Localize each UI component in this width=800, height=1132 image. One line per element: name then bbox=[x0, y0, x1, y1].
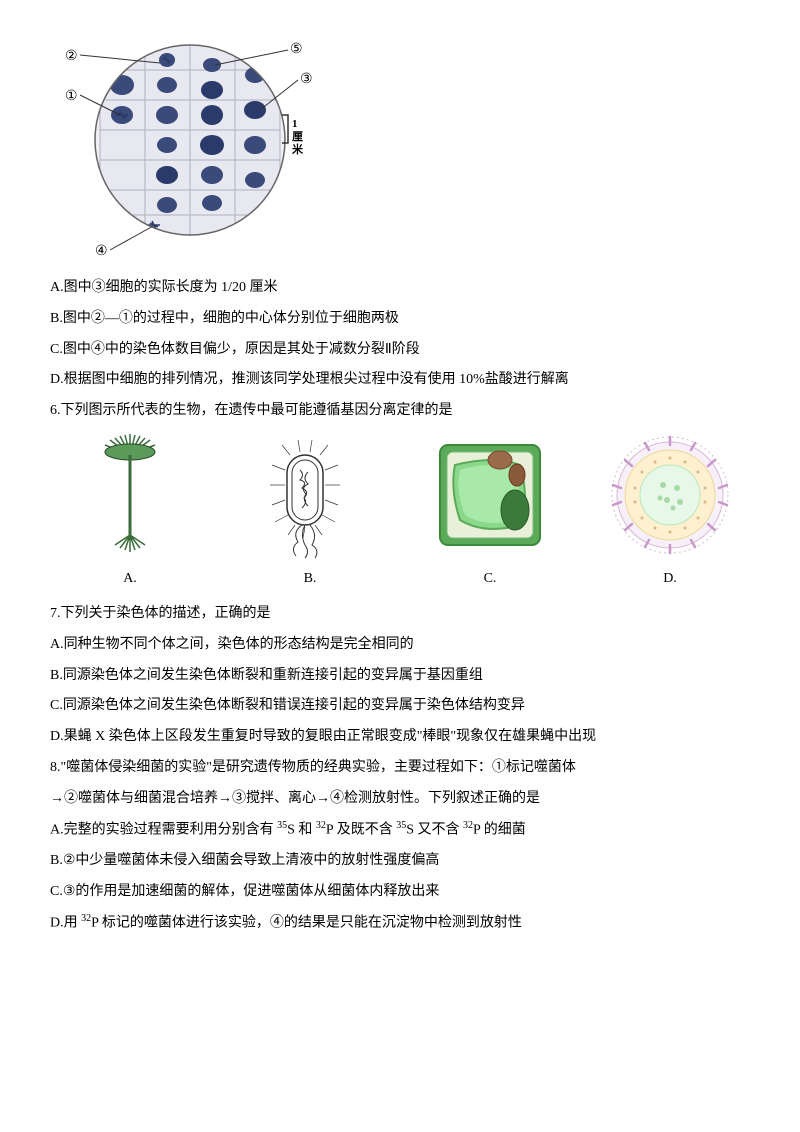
label-1: ① bbox=[65, 89, 78, 104]
sup-32-3: 32 bbox=[81, 913, 91, 924]
q8-text2: →②噬菌体与细菌混合培养→③搅拌、离心→④检测放射性。下列叙述正确的是 bbox=[50, 784, 750, 815]
sup-35-2: 35 bbox=[396, 820, 406, 831]
label-3: ③ bbox=[300, 72, 313, 87]
organism-d-svg bbox=[605, 430, 735, 560]
q8-option-d: D.用 32P 标记的噬菌体进行该实验，④的结果是只能在沉淀物中检测到放射性 bbox=[50, 908, 750, 939]
microscope-svg: ② ① ⑤ ③ ④ 1 厘 米 bbox=[50, 15, 330, 265]
q7-option-c: C.同源染色体之间发生染色体断裂和错误连接引起的变异属于染色体结构变异 bbox=[50, 691, 750, 722]
q8-option-b: B.②中少量噬菌体未侵入细菌会导致上清液中的放射性强度偏高 bbox=[50, 846, 750, 877]
sup-35-1: 35 bbox=[277, 820, 287, 831]
organism-b-label: B. bbox=[304, 564, 317, 595]
q8a-mid2: P 及既不含 bbox=[326, 822, 396, 837]
q5-option-a: A.图中③细胞的实际长度为 1/20 厘米 bbox=[50, 273, 750, 304]
q8d-pre: D.用 bbox=[50, 915, 81, 930]
q5-option-d: D.根据图中细胞的排列情况，推测该同学处理根尖过程中没有使用 10%盐酸进行解离 bbox=[50, 365, 750, 396]
organism-d-label: D. bbox=[663, 564, 677, 595]
q8-option-c: C.③的作用是加速细菌的解体，促进噬菌体从细菌体内释放出来 bbox=[50, 877, 750, 908]
organism-b-svg bbox=[250, 430, 370, 560]
sup-32-2: 32 bbox=[463, 820, 473, 831]
q8-option-a: A.完整的实验过程需要利用分别含有 35S 和 32P 及既不含 35S 又不含… bbox=[50, 815, 750, 846]
organism-a-svg bbox=[70, 430, 190, 560]
organism-a-label: A. bbox=[123, 564, 137, 595]
label-2: ② bbox=[65, 49, 78, 64]
q7-option-b: B.同源染色体之间发生染色体断裂和重新连接引起的变异属于基因重组 bbox=[50, 661, 750, 692]
q6-text: 6.下列图示所代表的生物，在遗传中最可能遵循基因分离定律的是 bbox=[50, 396, 750, 427]
label-4: ④ bbox=[95, 244, 108, 259]
q8a-mid3: S 又不含 bbox=[406, 822, 463, 837]
sup-32-1: 32 bbox=[316, 820, 326, 831]
organisms-row: A. B. bbox=[50, 435, 750, 595]
q7-text: 7.下列关于染色体的描述，正确的是 bbox=[50, 599, 750, 630]
scale-1: 1 bbox=[292, 118, 298, 130]
svg-text:米: 米 bbox=[291, 142, 304, 156]
organism-b: B. bbox=[230, 430, 390, 595]
q5-option-b: B.图中②—①的过程中，细胞的中心体分别位于细胞两极 bbox=[50, 304, 750, 335]
organism-c-svg bbox=[425, 430, 555, 560]
q7-option-d: D.果蝇 X 染色体上区段发生重复时导致的复眼由正常眼变成"棒眼"现象仅在雄果蝇… bbox=[50, 722, 750, 753]
q8d-post: P 标记的噬菌体进行该实验，④的结果是只能在沉淀物中检测到放射性 bbox=[91, 915, 522, 930]
q8a-mid1: S 和 bbox=[287, 822, 316, 837]
organism-a: A. bbox=[50, 430, 210, 595]
label-5: ⑤ bbox=[290, 42, 303, 57]
organism-c-label: C. bbox=[484, 564, 497, 595]
scale-cm: 厘 bbox=[292, 130, 303, 143]
q8a-pre: A.完整的实验过程需要利用分别含有 bbox=[50, 822, 277, 837]
organism-d: D. bbox=[590, 430, 750, 595]
organism-c: C. bbox=[410, 430, 570, 595]
q8-text1: 8."噬菌体侵染细菌的实验"是研究遗传物质的经典实验，主要过程如下：①标记噬菌体 bbox=[50, 753, 750, 784]
q8a-post: P 的细菌 bbox=[473, 822, 526, 837]
q7-option-a: A.同种生物不同个体之间，染色体的形态结构是完全相同的 bbox=[50, 630, 750, 661]
q5-option-c: C.图中④中的染色体数目偏少，原因是其处于减数分裂Ⅱ阶段 bbox=[50, 335, 750, 366]
microscope-figure: ② ① ⑤ ③ ④ 1 厘 米 bbox=[50, 15, 330, 265]
